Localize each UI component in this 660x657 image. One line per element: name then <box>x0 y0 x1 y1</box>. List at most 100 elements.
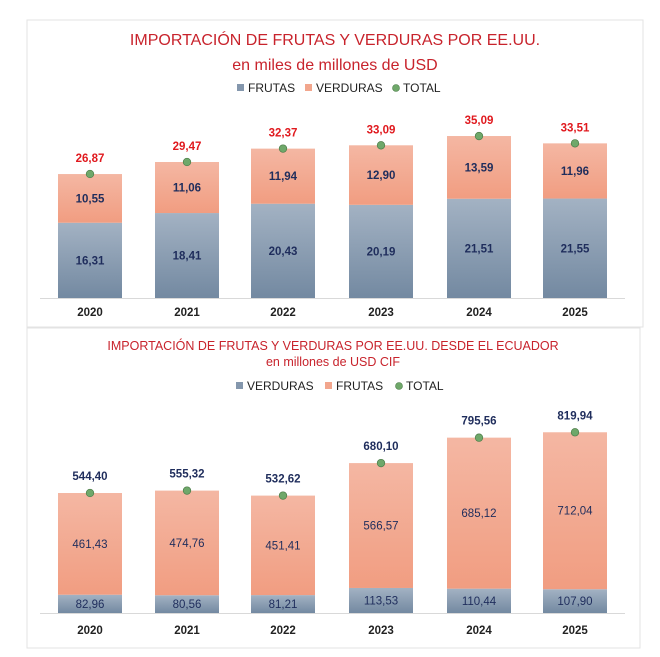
top-data-label-verduras-2025: 11,96 <box>561 166 589 178</box>
top-chart-panel <box>26 19 644 328</box>
bottom-legend-label-verduras: VERDURAS <box>247 379 314 393</box>
bottom-total-point-2021 <box>182 486 192 495</box>
top-data-label-frutas-2021: 18,41 <box>173 251 202 263</box>
top-chart-title: IMPORTACIÓN DE FRUTAS Y VERDURAS POR EE.… <box>130 30 540 49</box>
bottom-bar-verduras-2023 <box>349 587 413 613</box>
bottom-bar-verduras-2020 <box>58 594 122 613</box>
bottom-data-label-verduras-2023: 113,53 <box>364 595 398 607</box>
top-bar-verduras-2021 <box>155 162 219 214</box>
bottom-bar-frutas-2020 <box>58 493 122 595</box>
top-total-point-2022 <box>278 144 288 153</box>
bottom-total-point-2023 <box>376 458 386 468</box>
top-bar-frutas-2025 <box>543 198 607 298</box>
bottom-data-label-verduras-2020: 82,96 <box>76 599 105 611</box>
bottom-legend-label-total: TOTAL <box>406 379 444 393</box>
bottom-chart-subtitle: en millones de USD CIF <box>266 355 400 369</box>
bottom-data-label-verduras-2025: 107,90 <box>557 596 592 608</box>
top-total-point-2020 <box>85 169 95 179</box>
top-bar-verduras-2025 <box>543 143 607 199</box>
top-x-tick-label-2020: 2020 <box>77 307 103 319</box>
bottom-total-point-2024 <box>474 433 484 442</box>
bottom-data-label-frutas-2024: 685,12 <box>461 508 496 520</box>
top-total-label-2023: 33,09 <box>367 124 396 136</box>
bottom-data-label-frutas-2020: 461,43 <box>72 539 107 551</box>
bottom-legend-swatch-frutas <box>325 382 332 389</box>
top-data-label-frutas-2020: 16,31 <box>76 255 105 267</box>
top-total-label-2020: 26,87 <box>76 153 105 165</box>
top-total-point-2021 <box>182 157 192 167</box>
top-chart-subtitle: en miles de millones de USD <box>232 57 437 74</box>
top-total-label-2022: 32,37 <box>269 128 298 140</box>
top-total-label-2021: 29,47 <box>173 141 202 153</box>
bottom-bar-verduras-2021 <box>155 595 219 613</box>
top-bar-frutas-2021 <box>155 213 219 298</box>
top-bar-verduras-2023 <box>349 145 413 205</box>
top-bar-frutas-2020 <box>58 222 122 298</box>
top-bar-verduras-2020 <box>58 174 122 223</box>
bottom-data-label-verduras-2021: 80,56 <box>173 599 202 611</box>
bottom-data-label-frutas-2022: 451,41 <box>265 540 300 552</box>
bottom-total-label-2024: 795,56 <box>461 416 496 428</box>
bottom-chart-title: IMPORTACIÓN DE FRUTAS Y VERDURAS POR EE.… <box>107 338 558 353</box>
top-data-label-frutas-2025: 21,55 <box>561 243 590 255</box>
bottom-bar-verduras-2022 <box>251 595 315 613</box>
bottom-legend-swatch-verduras <box>236 382 243 389</box>
top-data-label-verduras-2021: 11,06 <box>173 183 201 195</box>
top-total-label-2024: 35,09 <box>465 115 494 127</box>
bottom-legend-total-marker <box>395 382 403 390</box>
top-total-label-2025: 33,51 <box>561 122 590 134</box>
top-bar-frutas-2024 <box>447 198 511 298</box>
bottom-total-label-2025: 819,94 <box>557 410 593 422</box>
bottom-bar-frutas-2021 <box>155 490 219 596</box>
top-x-tick-label-2021: 2021 <box>174 307 200 319</box>
top-x-tick-label-2023: 2023 <box>368 307 394 319</box>
bottom-total-label-2022: 532,62 <box>265 474 300 486</box>
bottom-bar-verduras-2024 <box>447 588 511 613</box>
bottom-chart-panel <box>26 327 641 649</box>
top-data-label-verduras-2022: 11,94 <box>269 171 298 183</box>
top-legend-label-verduras: VERDURAS <box>316 81 383 95</box>
bottom-bar-frutas-2024 <box>447 437 511 589</box>
top-total-point-2024 <box>474 131 484 141</box>
top-bar-frutas-2023 <box>349 204 413 298</box>
bottom-x-tick-label-2020: 2020 <box>77 625 103 637</box>
bottom-data-label-verduras-2024: 110,44 <box>462 596 497 608</box>
top-bar-verduras-2022 <box>251 148 315 204</box>
bottom-total-label-2023: 680,10 <box>363 441 398 453</box>
bottom-legend-label-frutas: FRUTAS <box>336 379 383 393</box>
bottom-total-label-2021: 555,32 <box>169 469 204 481</box>
bottom-total-point-2025 <box>570 428 580 437</box>
top-total-point-2023 <box>376 141 386 150</box>
top-x-tick-label-2022: 2022 <box>270 307 296 319</box>
top-legend-swatch-verduras <box>305 84 312 91</box>
bottom-x-tick-label-2022: 2022 <box>270 625 296 637</box>
top-legend-label-total: TOTAL <box>403 81 441 95</box>
bottom-x-tick-label-2023: 2023 <box>368 625 394 637</box>
bottom-x-tick-label-2024: 2024 <box>466 625 492 637</box>
top-x-tick-label-2025: 2025 <box>562 307 588 319</box>
top-data-label-frutas-2024: 21,51 <box>465 243 494 255</box>
bottom-data-label-frutas-2023: 566,57 <box>363 521 398 533</box>
bottom-total-label-2020: 544,40 <box>72 471 107 483</box>
top-bar-frutas-2022 <box>251 203 315 298</box>
top-data-label-verduras-2020: 10,55 <box>76 193 105 205</box>
top-data-label-frutas-2022: 20,43 <box>269 246 298 258</box>
bottom-data-label-frutas-2025: 712,04 <box>557 506 593 518</box>
bottom-bar-verduras-2025 <box>543 589 607 613</box>
bottom-data-label-verduras-2022: 81,21 <box>269 599 298 611</box>
bottom-x-tick-label-2021: 2021 <box>174 625 200 637</box>
bottom-bar-frutas-2025 <box>543 432 607 590</box>
top-total-point-2025 <box>570 139 580 148</box>
top-bar-verduras-2024 <box>447 136 511 199</box>
top-data-label-frutas-2023: 20,19 <box>367 246 396 258</box>
top-legend-swatch-frutas <box>237 84 244 91</box>
bottom-bar-frutas-2023 <box>349 463 413 588</box>
bottom-total-point-2022 <box>278 491 288 500</box>
top-legend-label-frutas: FRUTAS <box>248 81 295 95</box>
top-data-label-verduras-2024: 13,59 <box>465 162 494 174</box>
top-data-label-verduras-2023: 12,90 <box>367 170 396 182</box>
top-legend-total-marker <box>392 84 400 92</box>
bottom-bar-frutas-2022 <box>251 495 315 596</box>
